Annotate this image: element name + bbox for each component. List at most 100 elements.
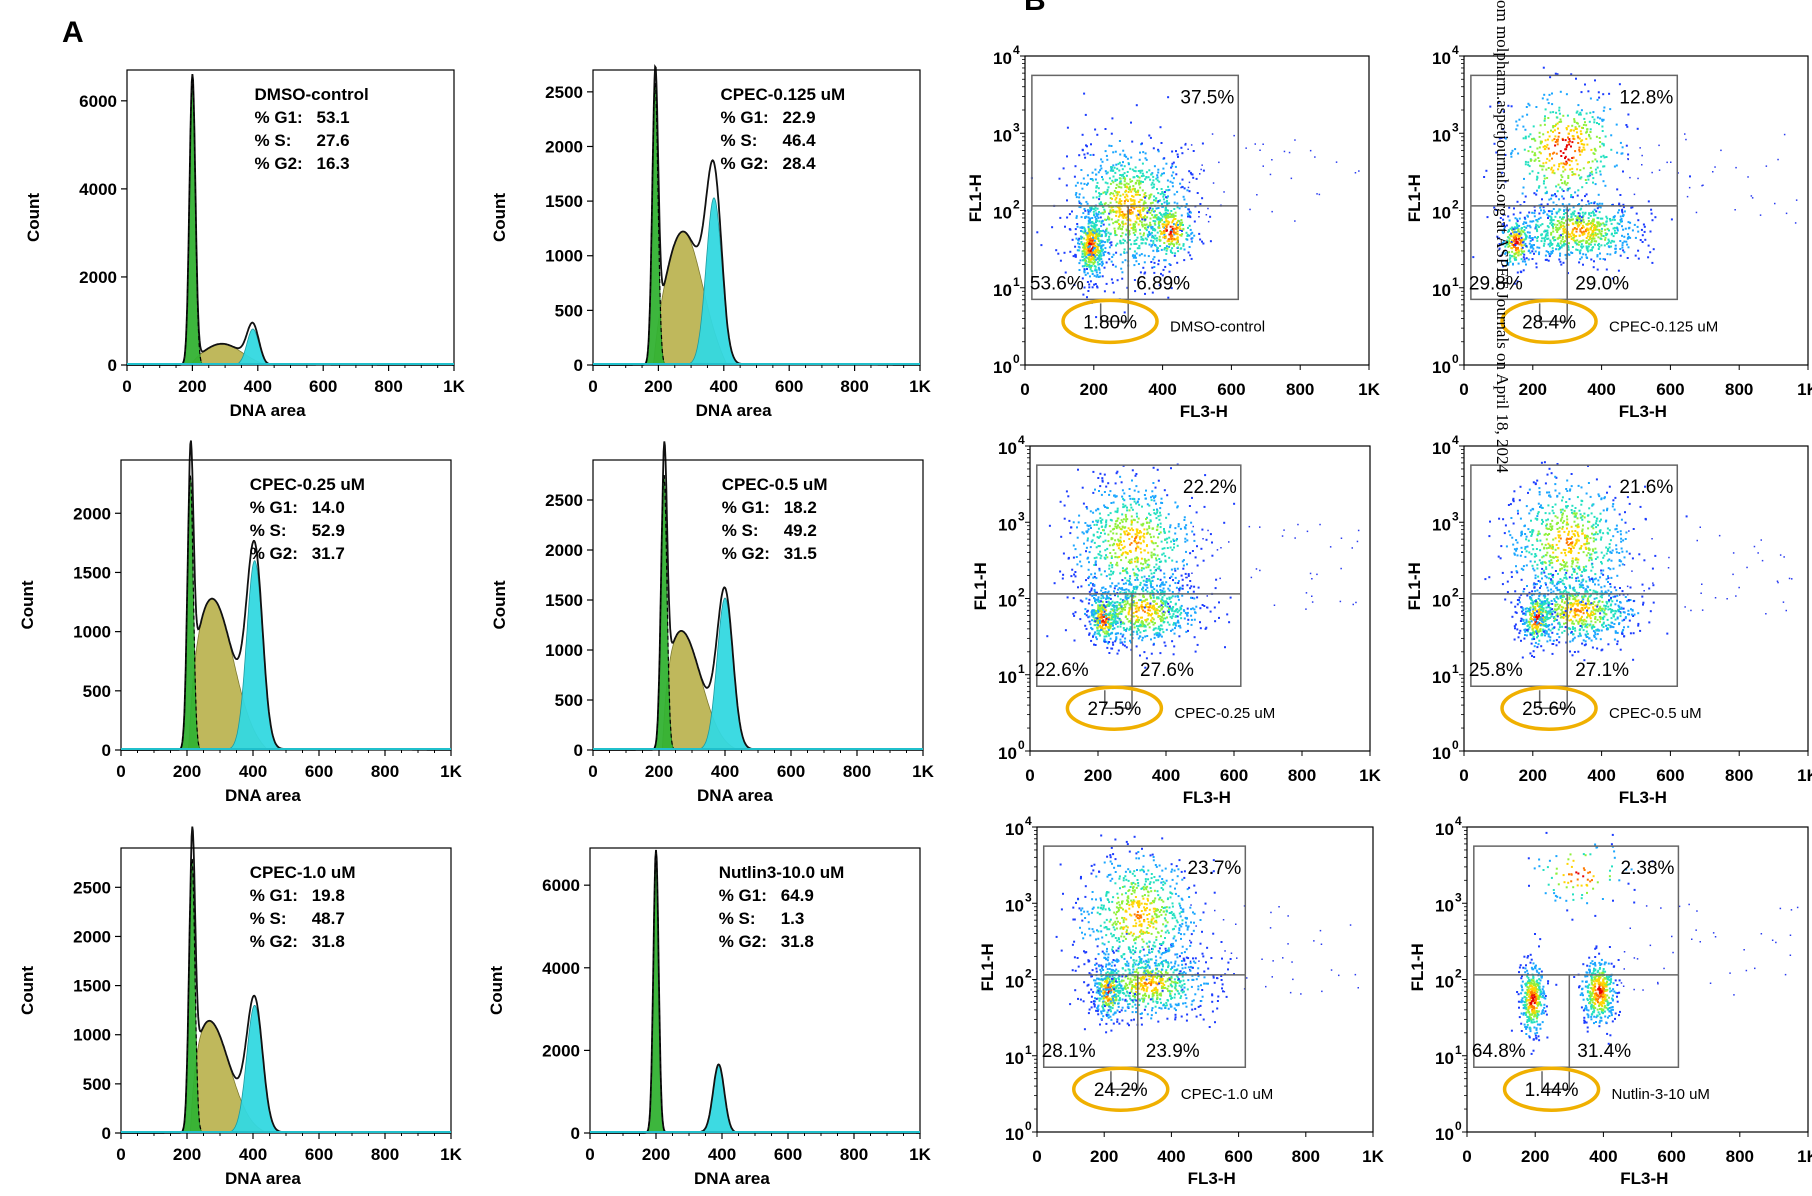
event-dot <box>1529 226 1532 229</box>
event-dot <box>1092 236 1094 239</box>
event-dot <box>1081 226 1084 229</box>
event-dot <box>1599 222 1602 225</box>
event-dot <box>1087 290 1090 292</box>
event-dot <box>1115 527 1118 530</box>
gate-lower <box>1470 205 1679 301</box>
event-dot <box>1135 242 1138 245</box>
event-dot <box>1256 194 1258 196</box>
event-dot <box>1514 242 1517 245</box>
event-dot <box>1546 231 1549 234</box>
event-dot <box>1153 636 1156 639</box>
event-dot <box>1113 609 1116 612</box>
event-dot <box>1546 213 1549 216</box>
event-dot <box>1104 235 1107 238</box>
event-dot <box>1120 519 1123 522</box>
y-tick-label: 0 <box>571 1124 580 1143</box>
event-dot <box>1172 215 1175 218</box>
event-dot <box>1124 233 1127 236</box>
event-dot <box>1073 284 1076 286</box>
event-dot <box>1580 199 1583 202</box>
event-dot <box>1581 227 1583 229</box>
event-dot <box>1176 538 1178 541</box>
event-dot <box>1557 183 1560 186</box>
gate-subgate <box>1099 303 1129 323</box>
event-dot <box>1536 220 1539 223</box>
event-dot <box>1085 243 1088 246</box>
event-dot <box>1539 206 1542 209</box>
event-dot <box>1129 223 1132 226</box>
event-dot <box>1120 613 1123 615</box>
event-dot <box>1093 597 1096 600</box>
event-dot <box>1101 586 1104 589</box>
event-dot <box>1549 253 1552 256</box>
event-dot <box>1099 164 1102 167</box>
event-dot <box>1513 228 1516 231</box>
event-dot <box>1188 170 1191 173</box>
event-dot <box>1585 124 1588 127</box>
event-dot <box>1516 271 1519 274</box>
event-dot <box>1585 245 1588 248</box>
event-dot <box>1575 218 1578 221</box>
event-dot <box>1598 123 1600 126</box>
event-dot <box>1566 114 1569 117</box>
event-dot <box>1641 241 1644 243</box>
event-dot <box>1533 252 1535 255</box>
event-dot <box>1183 617 1186 620</box>
event-dot <box>1158 567 1161 570</box>
event-dot <box>1162 583 1165 586</box>
event-dot <box>1510 255 1513 258</box>
event-dot <box>1098 601 1101 604</box>
event-dot <box>1083 244 1085 246</box>
event-dot <box>1545 250 1548 253</box>
event-dot <box>1161 172 1164 175</box>
event-dot <box>1125 556 1127 559</box>
event-dot <box>1577 215 1580 218</box>
event-dot <box>1504 154 1507 156</box>
event-dot <box>1486 216 1489 219</box>
event-dot <box>1059 216 1062 219</box>
event-dot <box>1546 229 1549 232</box>
event-dot <box>1112 151 1115 154</box>
event-dot <box>1129 575 1132 578</box>
y-tick-label-base: 10 <box>993 358 1012 377</box>
event-dot <box>1087 227 1090 230</box>
event-dot <box>1138 599 1140 602</box>
event-dot <box>1155 611 1158 614</box>
event-dot <box>1139 547 1142 550</box>
stat-value: 31.7 <box>312 544 345 563</box>
event-dot <box>1143 193 1146 196</box>
event-dot <box>1104 557 1107 560</box>
event-dot <box>1098 202 1101 205</box>
event-dot <box>1553 223 1556 226</box>
dotplot-panel: 22.2%22.6% 27.6%27.5% CPEC-0.25 uM0 200 400 6… <box>971 433 1382 807</box>
event-dot <box>1496 235 1499 238</box>
event-dot <box>1066 155 1068 158</box>
event-dot <box>1614 250 1617 253</box>
event-dot <box>1172 606 1175 608</box>
event-dot <box>1171 150 1174 153</box>
event-dot <box>1127 162 1130 165</box>
event-dot <box>1165 245 1168 248</box>
event-dot <box>1112 181 1115 184</box>
event-dot <box>1152 229 1155 231</box>
event-dot <box>1599 237 1602 240</box>
event-dot <box>1572 236 1575 239</box>
event-dot <box>1172 623 1175 626</box>
event-dot <box>1204 627 1207 630</box>
event-dot <box>1089 259 1092 262</box>
event-dot <box>1578 250 1581 253</box>
event-dot <box>1186 233 1189 236</box>
event-dot <box>1200 168 1202 171</box>
event-dot <box>1568 187 1571 190</box>
event-dot <box>1123 591 1126 594</box>
event-dot <box>1116 622 1119 624</box>
event-dot <box>1121 635 1124 638</box>
event-dot <box>1093 247 1096 250</box>
event-dot <box>1592 266 1595 269</box>
event-dot <box>1164 538 1167 541</box>
event-dot <box>1145 584 1148 587</box>
event-dot <box>1537 186 1540 189</box>
event-dot <box>1114 234 1117 237</box>
event-dot <box>1614 251 1617 254</box>
